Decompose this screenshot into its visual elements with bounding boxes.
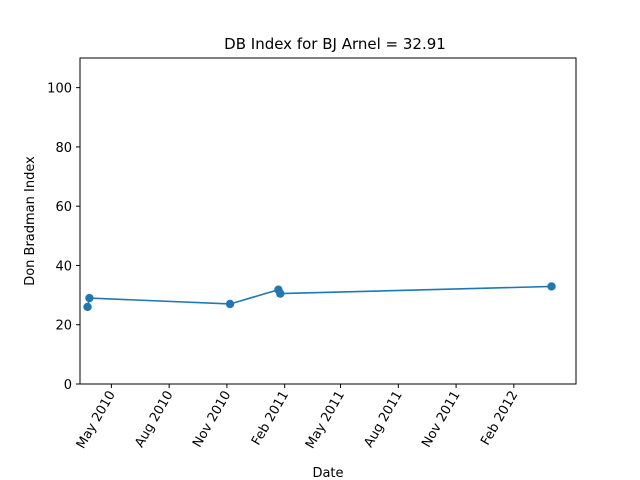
data-point <box>547 282 556 291</box>
data-point <box>83 302 92 312</box>
series-layer <box>83 282 556 312</box>
y-tick-label: 100 <box>47 82 72 97</box>
data-point <box>225 299 235 309</box>
x-axis-title: Date <box>312 466 343 480</box>
y-tick-label: 40 <box>55 259 72 274</box>
y-tick-label: 20 <box>55 319 72 334</box>
y-tick-label: 60 <box>55 200 72 215</box>
chart-title: DB Index for BJ Arnel = 32.91 <box>224 35 446 53</box>
y-tick-label: 80 <box>55 141 72 156</box>
data-point <box>85 293 94 303</box>
plot-frame <box>79 57 577 385</box>
y-tick-label: 0 <box>64 378 72 393</box>
plot-area <box>79 57 577 385</box>
data-point <box>276 289 285 298</box>
y-axis-title: Don Bradman Index <box>23 156 38 286</box>
y-axis: 0 20 40 60 80 100 <box>47 82 80 393</box>
